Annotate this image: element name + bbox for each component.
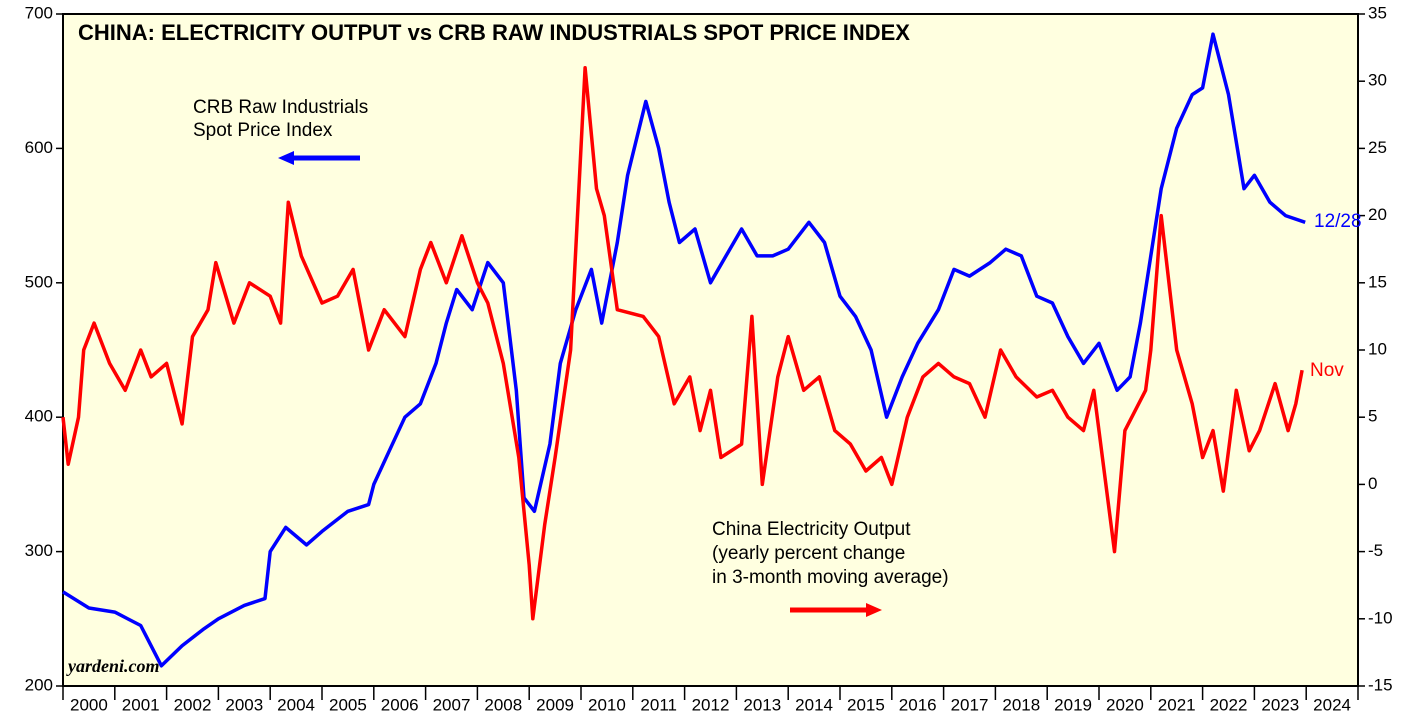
- annotation: Spot Price Index: [193, 120, 333, 141]
- y2-tick-label: 25: [1368, 138, 1387, 157]
- annotation: 12/28: [1314, 211, 1362, 232]
- x-tick-label: 2017: [951, 695, 989, 714]
- x-tick-label: 2015: [847, 695, 885, 714]
- x-tick-label: 2007: [433, 695, 471, 714]
- y2-tick-label: 5: [1368, 407, 1377, 426]
- y2-tick-label: 35: [1368, 3, 1387, 22]
- x-tick-label: 2019: [1054, 695, 1092, 714]
- x-tick-label: 2003: [225, 695, 263, 714]
- x-tick-label: 2012: [692, 695, 730, 714]
- y-tick-label: 300: [25, 541, 53, 560]
- y2-tick-label: 30: [1368, 71, 1387, 90]
- x-tick-label: 2016: [899, 695, 937, 714]
- y2-tick-label: 20: [1368, 205, 1387, 224]
- x-tick-label: 2020: [1106, 695, 1144, 714]
- chart-title: CHINA: ELECTRICITY OUTPUT vs CRB RAW IND…: [78, 20, 910, 45]
- series-line: [62, 32, 1306, 668]
- x-tick-label: 2018: [1002, 695, 1040, 714]
- y2-tick-label: -5: [1368, 541, 1383, 560]
- annotation: CRB Raw Industrials: [193, 97, 368, 118]
- x-tick-label: 2024: [1313, 695, 1351, 714]
- annotation: China Electricity Output: [712, 519, 911, 540]
- x-tick-label: 2008: [484, 695, 522, 714]
- x-tick-label: 2011: [640, 695, 677, 714]
- arrow-head: [866, 603, 882, 617]
- y-tick-label: 600: [25, 138, 53, 157]
- arrow-head: [278, 151, 294, 165]
- y2-tick-label: 0: [1368, 474, 1377, 493]
- x-tick-label: 2000: [70, 695, 108, 714]
- x-tick-label: 2009: [536, 695, 574, 714]
- x-tick-label: 2021: [1158, 695, 1196, 714]
- plot-area: [62, 13, 1359, 687]
- y2-tick-label: 15: [1368, 272, 1387, 291]
- annotation: Nov: [1310, 360, 1344, 381]
- x-tick-label: 2010: [588, 695, 626, 714]
- x-tick-label: 2002: [174, 695, 212, 714]
- x-tick-label: 2022: [1210, 695, 1248, 714]
- y-tick-label: 400: [25, 407, 53, 426]
- x-tick-label: 2023: [1261, 695, 1299, 714]
- x-tick-label: 2013: [743, 695, 781, 714]
- y-tick-label: 500: [25, 272, 53, 291]
- x-tick-label: 2006: [381, 695, 419, 714]
- annotation: (yearly percent change: [712, 543, 905, 564]
- series-line: [61, 66, 1304, 621]
- y2-tick-label: -10: [1368, 608, 1393, 627]
- x-tick-label: 2001: [122, 695, 160, 714]
- x-tick-label: 2004: [277, 695, 315, 714]
- y2-tick-label: -15: [1368, 675, 1393, 694]
- y-tick-label: 200: [25, 675, 53, 694]
- annotation: in 3-month moving average): [712, 567, 949, 588]
- y-tick-label: 700: [25, 3, 53, 22]
- y2-tick-label: 10: [1368, 339, 1387, 358]
- x-tick-label: 2005: [329, 695, 367, 714]
- x-tick-label: 2014: [795, 695, 833, 714]
- source: yardeni.com: [66, 656, 160, 676]
